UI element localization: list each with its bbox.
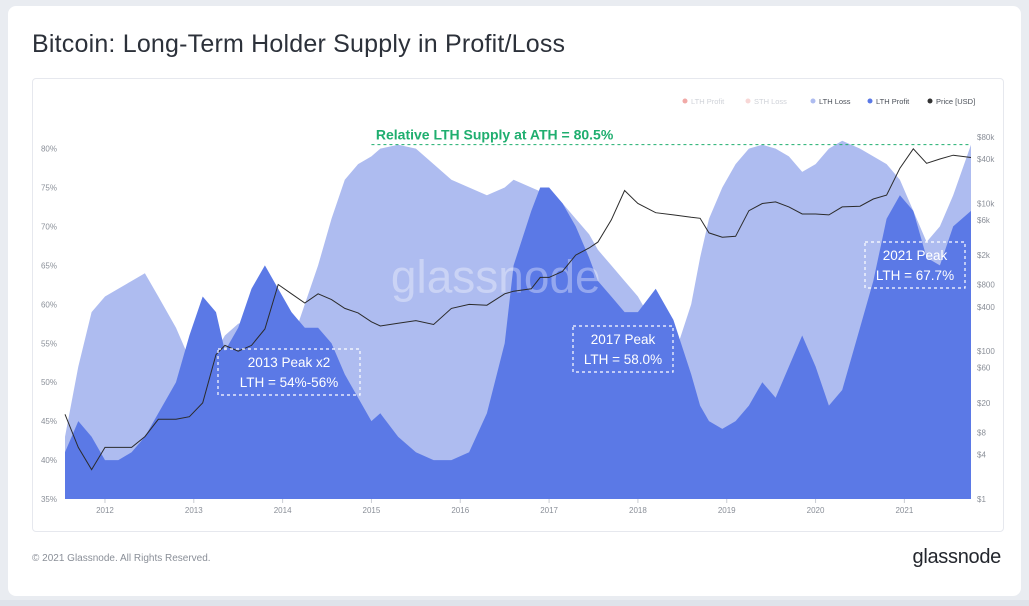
lth-profit-area	[65, 187, 971, 499]
chart-frame: glassnode Relative LTH Supply at ATH = 80…	[32, 78, 1004, 532]
y-left-tick-label: 65%	[41, 261, 57, 270]
annotation-text: 2017 Peak	[591, 332, 656, 347]
y-left-tick-label: 35%	[41, 495, 57, 504]
y-right-tick-label: $2k	[977, 251, 991, 260]
y-right-tick-label: $20	[977, 399, 991, 408]
x-tick-label: 2014	[274, 506, 292, 515]
chart-svg: glassnode Relative LTH Supply at ATH = 80…	[41, 97, 995, 515]
y-left-tick-label: 40%	[41, 456, 57, 465]
glassnode-logo[interactable]: glassnode	[912, 546, 1002, 568]
y-right-tick-label: $6k	[977, 216, 991, 225]
legend-marker	[745, 98, 751, 104]
chart-card: Bitcoin: Long-Term Holder Supply in Prof…	[8, 6, 1021, 596]
x-tick-label: 2016	[451, 506, 469, 515]
x-tick-label: 2013	[185, 506, 203, 515]
x-tick-label: 2012	[96, 506, 114, 515]
legend-item-label[interactable]: LTH Profit	[691, 97, 725, 106]
y-left-tick-label: 70%	[41, 222, 57, 231]
annotation-box	[217, 348, 361, 396]
annotation-text: LTH = 67.7%	[876, 268, 954, 283]
copyright-text: © 2021 Glassnode. All Rights Reserved.	[32, 553, 211, 564]
page-bottom-rule	[0, 600, 1029, 606]
legend-item-label[interactable]: STH Loss	[754, 97, 787, 106]
legend-item-label[interactable]: Price [USD]	[936, 97, 975, 106]
y-left-tick-label: 55%	[41, 339, 57, 348]
y-left-tick-label: 60%	[41, 300, 57, 309]
annotation-text: 2013 Peak x2	[248, 355, 331, 370]
y-left-tick-label: 75%	[41, 184, 57, 193]
annotation-text: LTH = 54%-56%	[240, 375, 338, 390]
y-right-tick-label: $10k	[977, 199, 995, 208]
annotation-box	[864, 241, 966, 289]
price-line	[64, 148, 972, 471]
annotation-text: LTH = 58.0%	[584, 352, 662, 367]
y-left-tick-label: 50%	[41, 378, 57, 387]
y-left-tick-label: 80%	[41, 145, 57, 154]
y-right-tick-label: $100	[977, 347, 995, 356]
x-tick-label: 2015	[363, 506, 381, 515]
watermark: glassnode	[391, 251, 601, 303]
legend-marker	[682, 98, 688, 104]
legend-item-label[interactable]: LTH Profit	[876, 97, 910, 106]
y-left-tick-label: 45%	[41, 417, 57, 426]
legend-marker	[810, 98, 816, 104]
legend-item-label[interactable]: LTH Loss	[819, 97, 851, 106]
page-title: Bitcoin: Long-Term Holder Supply in Prof…	[32, 30, 566, 58]
ath-reference-label: Relative LTH Supply at ATH = 80.5%	[376, 127, 614, 143]
y-right-tick-label: $8	[977, 428, 986, 437]
x-tick-label: 2017	[540, 506, 558, 515]
x-tick-label: 2021	[895, 506, 913, 515]
y-right-tick-label: $1	[977, 495, 986, 504]
y-right-tick-label: $80k	[977, 133, 995, 142]
x-tick-label: 2020	[807, 506, 825, 515]
y-right-tick-label: $800	[977, 281, 995, 290]
y-right-tick-label: $400	[977, 303, 995, 312]
y-right-tick-label: $60	[977, 364, 991, 373]
annotation-box	[572, 325, 674, 373]
y-right-tick-label: $40k	[977, 155, 995, 164]
x-tick-label: 2019	[718, 506, 736, 515]
annotation-text: 2021 Peak	[883, 248, 948, 263]
legend: LTH Profit STH Loss LTH Loss LTH Profit Pric…	[682, 97, 975, 106]
y-right-tick-label: $4	[977, 451, 986, 460]
x-tick-label: 2018	[629, 506, 647, 515]
legend-marker	[867, 98, 873, 104]
legend-marker	[927, 98, 933, 104]
